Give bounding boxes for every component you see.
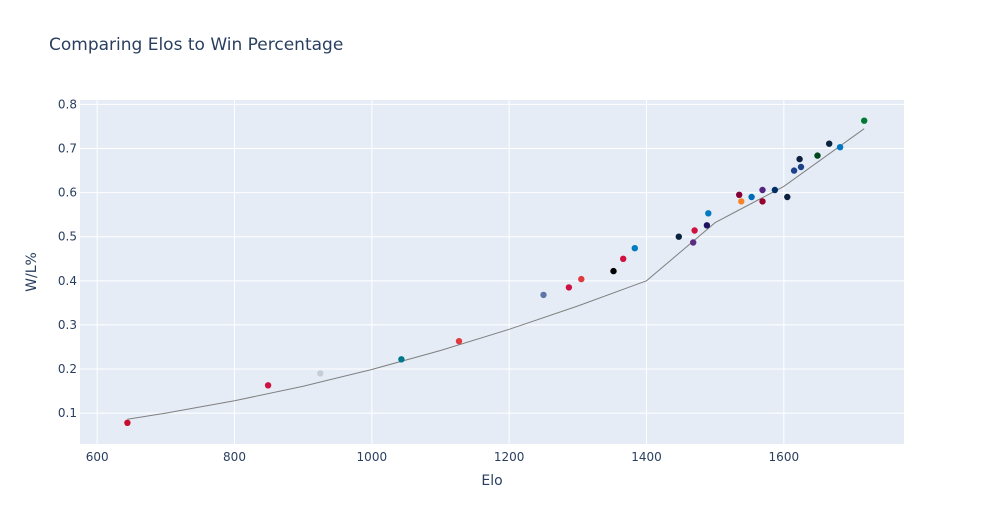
data-point[interactable] [736,191,743,198]
data-point[interactable] [540,291,547,299]
plot-area [80,100,904,444]
y-tick-label: 0.1 [58,406,77,420]
y-tick-label: 0.7 [58,142,77,156]
data-point[interactable] [317,370,324,377]
data-point[interactable] [748,193,755,201]
y-tick-label: 0.4 [58,274,77,288]
data-point[interactable] [264,382,272,389]
x-tick-label: 600 [86,450,109,464]
data-point[interactable] [578,275,585,283]
data-point[interactable] [836,144,844,151]
x-tick-label: 800 [223,450,246,464]
y-axis-label: W/L% [24,252,40,292]
data-point[interactable] [826,140,833,147]
data-point[interactable] [771,186,779,194]
grid-lines [80,100,904,444]
data-point[interactable] [620,255,627,262]
data-point[interactable] [790,167,798,174]
data-point[interactable] [814,152,821,159]
y-tick-label: 0.5 [58,230,77,244]
data-point[interactable] [610,267,617,275]
x-tick-label: 1400 [631,450,662,464]
y-tick-label: 0.6 [58,186,77,200]
x-tick-label: 1000 [357,450,388,464]
x-axis-label: Elo [481,473,502,489]
data-point[interactable] [703,222,711,229]
data-point[interactable] [759,186,766,194]
data-point[interactable] [398,356,405,363]
data-point[interactable] [690,239,697,246]
data-point[interactable] [796,155,803,163]
data-point[interactable] [797,163,805,171]
y-tick-label: 0.2 [58,362,77,376]
data-point[interactable] [675,233,682,240]
scatter-points [124,117,868,426]
y-tick-label: 0.3 [58,318,77,332]
trend-line [127,128,865,420]
data-point[interactable] [565,284,573,291]
x-tick-label: 1600 [769,450,800,464]
data-point[interactable] [691,227,698,234]
data-point[interactable] [784,193,791,201]
chart-title: Comparing Elos to Win Percentage [49,35,343,55]
data-point[interactable] [455,338,463,345]
data-point[interactable] [861,117,868,124]
data-point[interactable] [759,198,766,205]
x-tick-label: 1200 [494,450,525,464]
data-point[interactable] [124,419,131,426]
tick-labels: 600 800 1000 1200 1400 1600 0.1 0.2 0.3 0.4 0.5 0.6… [58,97,799,464]
data-point[interactable] [705,210,712,217]
data-point[interactable] [631,245,638,252]
data-point[interactable] [738,198,745,205]
y-tick-label: 0.8 [58,97,77,111]
